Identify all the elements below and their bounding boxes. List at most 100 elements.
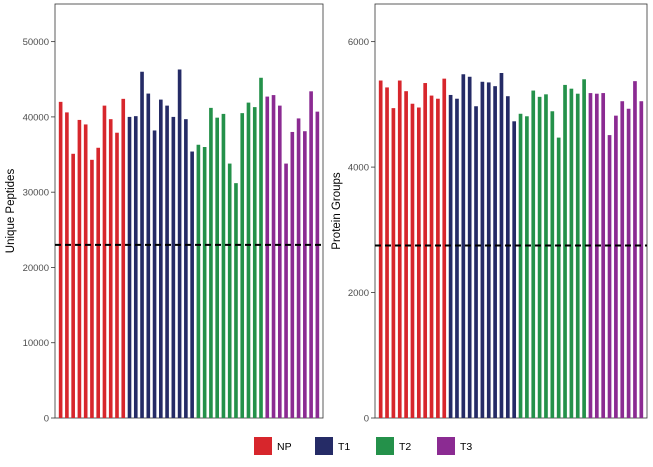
proteins-bar — [429, 95, 434, 418]
peptides-bar — [58, 101, 63, 418]
proteins-bar — [391, 108, 396, 419]
peptides-y-tick-label: 50000 — [23, 37, 49, 48]
peptides-bar — [221, 113, 226, 418]
proteins-bar — [486, 82, 491, 418]
peptides-bar — [296, 118, 301, 418]
peptides-bar — [96, 147, 101, 418]
peptides-bar — [71, 153, 75, 418]
peptides-bar — [165, 105, 169, 419]
proteins-bar — [455, 98, 459, 418]
peptides-bar — [271, 95, 276, 418]
proteins-bar — [563, 84, 567, 418]
peptides-y-tick-label: 10000 — [23, 338, 49, 349]
peptides-y-tick-label: 20000 — [23, 263, 49, 274]
peptides-bar — [146, 93, 151, 418]
legend-swatch-t2 — [376, 437, 394, 455]
proteins-bar — [626, 108, 631, 418]
peptides-bar — [277, 105, 282, 419]
legend-label-np: NP — [277, 441, 292, 453]
proteins-bar — [569, 88, 574, 418]
proteins-bar — [442, 78, 447, 419]
proteins-bar — [582, 79, 586, 418]
peptides-bar — [127, 116, 132, 418]
legend-swatch-np — [254, 437, 272, 455]
proteins-bar — [378, 80, 383, 418]
peptides-bar — [315, 111, 320, 418]
peptides-bar — [140, 71, 144, 418]
peptides-bar — [265, 96, 270, 419]
proteins-bar — [467, 76, 472, 418]
peptides-bar — [227, 163, 232, 418]
proteins-bar — [614, 115, 618, 419]
legend-label-t1: T1 — [338, 441, 350, 453]
peptides-bar — [102, 105, 107, 419]
proteins-bar — [385, 87, 389, 418]
proteins-bar — [588, 93, 593, 418]
legend-swatch-t3 — [437, 437, 455, 455]
proteins-bar — [474, 106, 478, 418]
proteins-bar — [404, 91, 408, 418]
peptides-bar — [90, 159, 94, 418]
peptides-bar — [252, 107, 257, 419]
peptides-bar — [184, 119, 188, 419]
proteins-bar — [436, 98, 440, 418]
peptides-bar — [152, 130, 157, 418]
proteins-bar — [556, 137, 561, 419]
proteins-bar — [544, 94, 548, 418]
proteins-bar — [480, 81, 485, 419]
legend-swatch-t1 — [315, 437, 333, 455]
proteins-bar — [575, 93, 580, 418]
proteins-y-axis-title: Protein Groups — [331, 172, 343, 250]
peptides-bar — [196, 144, 201, 418]
peptides-y-axis-title: Unique Peptides — [5, 169, 17, 254]
proteins-y-tick-label: 4000 — [348, 163, 369, 174]
peptides-y-tick-label: 40000 — [23, 112, 49, 123]
proteins-bar — [461, 74, 466, 418]
proteins-bar — [423, 83, 428, 418]
proteins-bar — [639, 101, 644, 419]
peptides-bar — [190, 151, 194, 418]
peptides-bar — [171, 116, 176, 418]
proteins-bar — [525, 116, 529, 419]
proteins-bar — [531, 90, 536, 419]
peptides-bar — [290, 131, 295, 419]
peptides-y-tick-label: 0 — [44, 414, 49, 425]
peptides-bar — [121, 98, 126, 419]
peptides-bar — [246, 102, 251, 418]
peptides-bar — [77, 119, 82, 419]
proteins-panel-border — [374, 3, 648, 419]
peptides-bar — [215, 117, 219, 419]
peptides-panel-border — [54, 3, 324, 419]
proteins-bar — [505, 96, 510, 418]
proteins-bar — [607, 135, 612, 418]
proteins-bar — [537, 96, 542, 418]
legend-label-t2: T2 — [399, 441, 411, 453]
proteins-y-tick-label: 6000 — [348, 37, 369, 48]
proteins-bar — [410, 103, 415, 419]
peptides-bar — [259, 77, 263, 418]
proteins-bar — [416, 107, 421, 418]
proteins-bar — [397, 80, 402, 418]
proteins-bar — [594, 93, 599, 418]
proteins-bar — [518, 113, 523, 418]
peptides-bar — [240, 113, 245, 419]
peptides-y-tick-label: 30000 — [23, 188, 49, 199]
proteins-bar — [493, 86, 497, 418]
peptides-bar — [234, 183, 238, 418]
proteins-bar — [550, 111, 555, 418]
proteins-y-tick-label: 0 — [364, 414, 369, 425]
peptides-bar — [177, 69, 182, 418]
proteins-bar — [448, 94, 453, 419]
proteins-bar — [512, 121, 517, 419]
proteins-bar — [499, 73, 504, 418]
peptides-bar — [202, 147, 207, 418]
peptides-bar — [115, 132, 119, 418]
legend-label-t3: T3 — [460, 441, 472, 453]
peptides-bar — [309, 91, 313, 419]
peptides-bar — [83, 124, 88, 418]
peptides-bar — [108, 119, 113, 419]
peptides-bar — [209, 107, 213, 418]
peptides-bar — [159, 99, 163, 418]
